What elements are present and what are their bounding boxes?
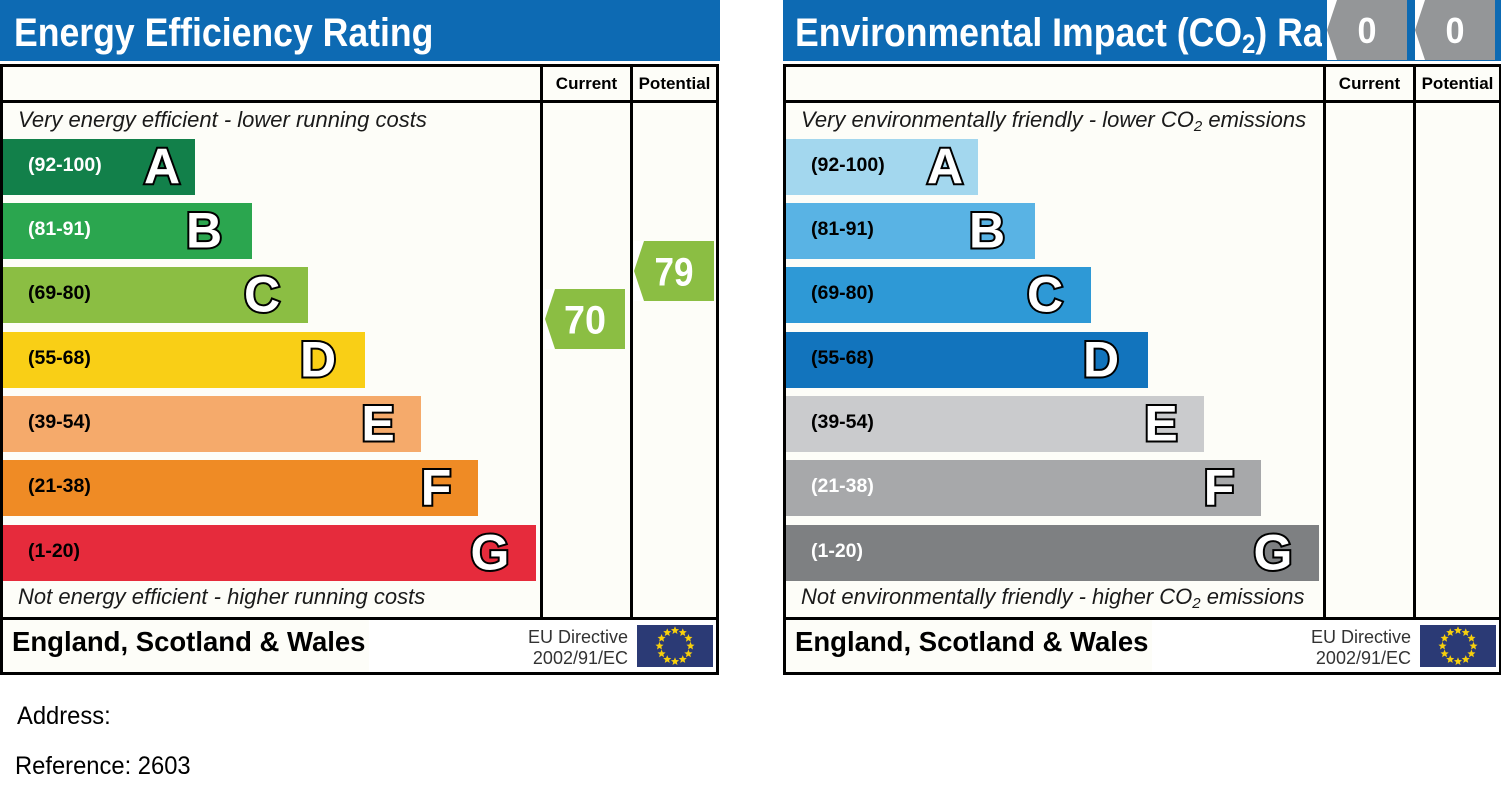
svg-text:0: 0 bbox=[1358, 10, 1377, 51]
svg-text:F: F bbox=[421, 460, 452, 516]
svg-text:70: 70 bbox=[564, 299, 606, 343]
svg-text:E: E bbox=[1144, 396, 1177, 452]
svg-text:C: C bbox=[1027, 267, 1063, 323]
svg-text:D: D bbox=[300, 332, 336, 388]
svg-text:F: F bbox=[1204, 460, 1235, 516]
svg-text:0: 0 bbox=[1446, 10, 1465, 51]
svg-text:C: C bbox=[244, 267, 280, 323]
svg-text:A: A bbox=[144, 139, 180, 195]
svg-text:E: E bbox=[361, 396, 394, 452]
svg-text:G: G bbox=[1254, 525, 1293, 581]
svg-text:G: G bbox=[471, 525, 510, 581]
svg-text:B: B bbox=[186, 203, 222, 259]
svg-text:79: 79 bbox=[655, 251, 694, 295]
svg-text:A: A bbox=[927, 139, 963, 195]
svg-text:B: B bbox=[969, 203, 1005, 259]
svg-text:D: D bbox=[1083, 332, 1119, 388]
